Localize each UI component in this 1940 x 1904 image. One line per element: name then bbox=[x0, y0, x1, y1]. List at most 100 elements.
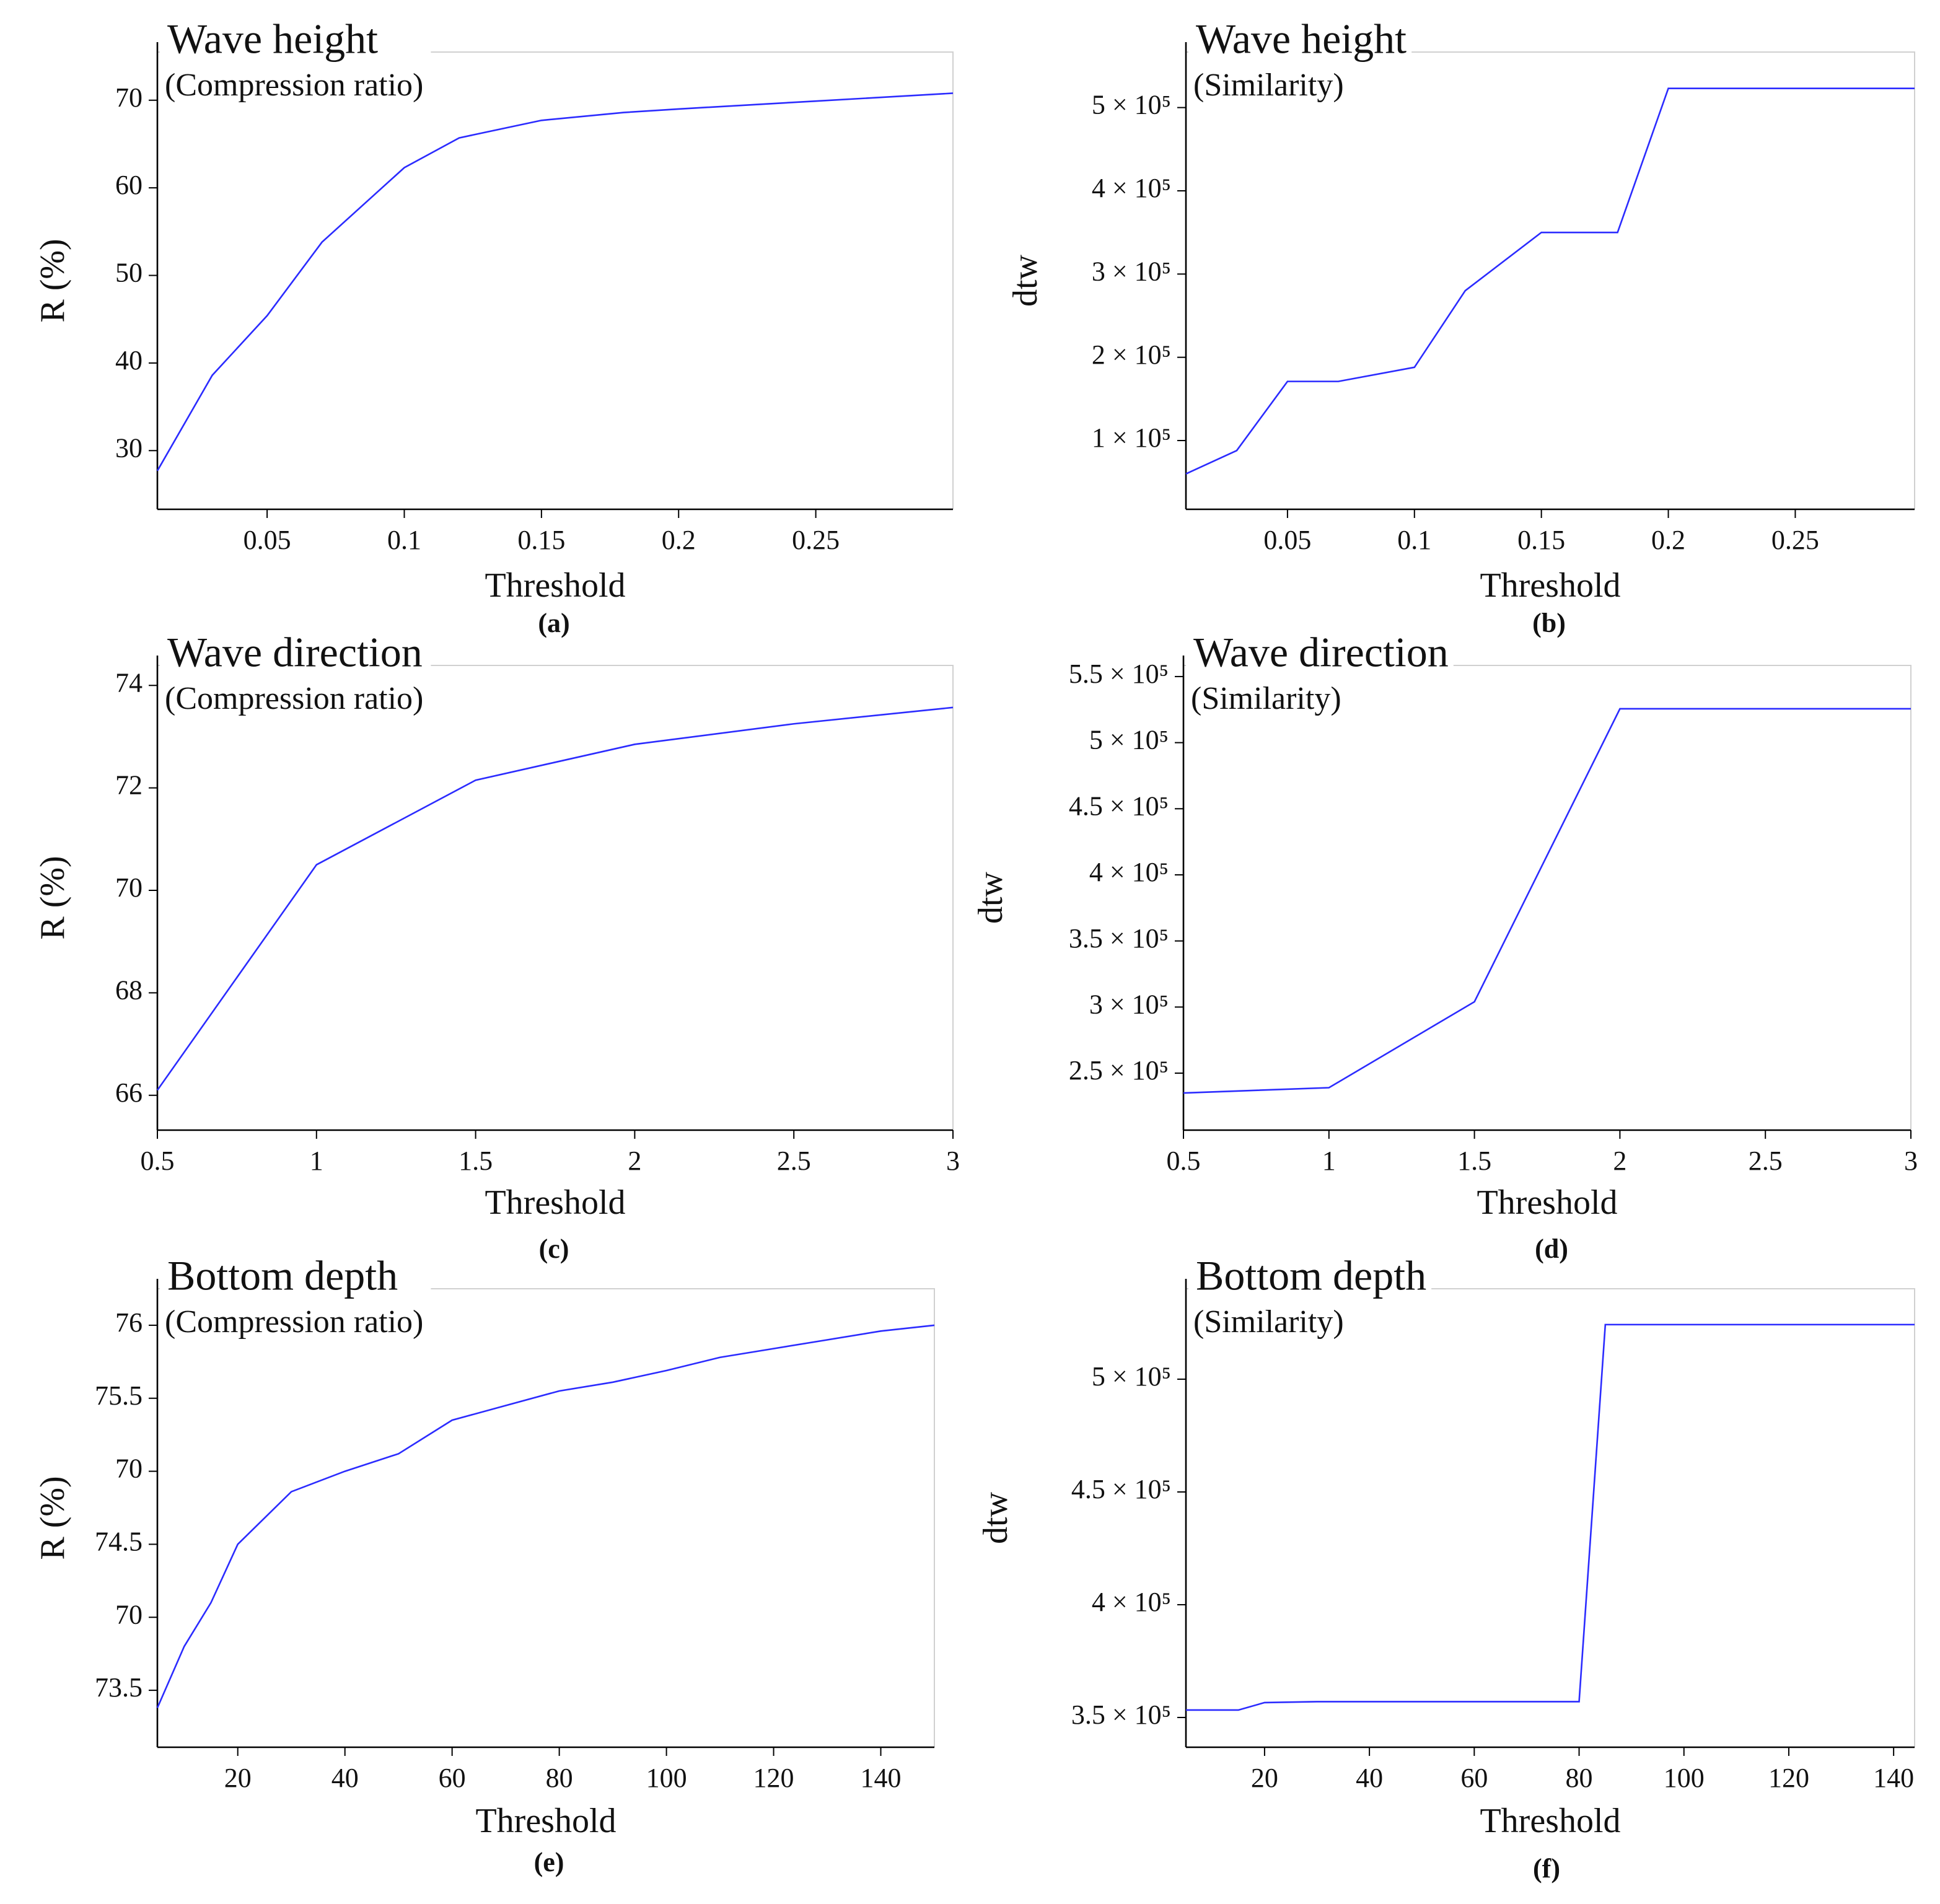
x-tick-label: 40 bbox=[331, 1763, 359, 1793]
y-tick-label: 4 × 10⁵ bbox=[1092, 1587, 1171, 1617]
x-tick-label: 0.15 bbox=[1517, 525, 1565, 555]
x-axis-label: Threshold bbox=[1477, 1183, 1617, 1222]
x-tick-label: 1 bbox=[1322, 1146, 1336, 1176]
x-tick-label: 2.5 bbox=[777, 1146, 811, 1176]
panel-caption: (d) bbox=[1535, 1234, 1568, 1264]
title-background bbox=[1188, 15, 1412, 105]
y-tick-label: 74 bbox=[115, 667, 143, 698]
y-tick-label: 76 bbox=[115, 1307, 143, 1338]
panel: 0.05 0.1 0.15 0.2 0.25 1 × 10⁵ 2 × 10⁵ 3 × 10⁵ 4… bbox=[1006, 15, 1915, 638]
panel-title: Wave height bbox=[167, 15, 378, 63]
data-line bbox=[1185, 87, 1915, 475]
panel-title: Wave direction bbox=[167, 629, 423, 676]
panel-caption: (b) bbox=[1532, 608, 1566, 638]
y-tick-label: 5.5 × 10⁵ bbox=[1069, 659, 1169, 689]
y-tick-label: 3 × 10⁵ bbox=[1092, 256, 1171, 286]
title-background bbox=[1186, 628, 1454, 719]
x-axis-label: Threshold bbox=[1480, 1802, 1620, 1840]
y-tick-label: 70 bbox=[115, 872, 143, 903]
panel-caption: (e) bbox=[534, 1847, 564, 1877]
y-tick-label: 30 bbox=[115, 432, 143, 463]
x-tick-label: 40 bbox=[1356, 1763, 1383, 1793]
y-axis-label: R (%) bbox=[33, 1476, 72, 1560]
x-tick-label: 100 bbox=[646, 1763, 687, 1793]
panel-title: Bottom depth bbox=[167, 1252, 398, 1299]
x-tick-label: 0.2 bbox=[1651, 525, 1685, 555]
x-tick-label: 3 bbox=[946, 1146, 960, 1176]
x-tick-label: 0.15 bbox=[517, 525, 565, 555]
y-tick-label: 3 × 10⁵ bbox=[1089, 989, 1169, 1019]
panel: 0.5 1 1.5 2 2.5 3 2.5 × 10⁵ 3 × 10⁵ 3.5 × 10⁵ 4 ×… bbox=[972, 628, 1918, 1264]
data-line bbox=[1183, 708, 1911, 1094]
x-tick-label: 0.1 bbox=[1397, 525, 1431, 555]
y-tick-label: 72 bbox=[115, 770, 143, 801]
y-tick-label: 68 bbox=[115, 975, 143, 1005]
y-axis-label: dtw bbox=[972, 871, 1010, 924]
x-axis-label: Threshold bbox=[1480, 566, 1620, 605]
y-tick-label: 40 bbox=[115, 345, 143, 375]
x-tick-label: 0.1 bbox=[387, 525, 421, 555]
title-background bbox=[160, 1252, 431, 1342]
data-line bbox=[156, 92, 954, 472]
x-tick-label: 60 bbox=[1460, 1763, 1488, 1793]
x-tick-label: 2 bbox=[1613, 1146, 1626, 1176]
y-axis-label: dtw bbox=[977, 1491, 1015, 1544]
y-axis-label: R (%) bbox=[33, 856, 72, 939]
panel-subtitle: (Compression ratio) bbox=[165, 681, 423, 716]
y-tick-label: 2 × 10⁵ bbox=[1092, 340, 1171, 370]
y-axis-label: dtw bbox=[1006, 254, 1045, 307]
y-tick-label: 66 bbox=[115, 1077, 143, 1108]
x-tick-label: 1.5 bbox=[1457, 1146, 1491, 1176]
y-tick-label: 50 bbox=[115, 258, 143, 288]
x-tick-label: 80 bbox=[546, 1763, 573, 1793]
x-tick-label: 1 bbox=[310, 1146, 323, 1176]
x-tick-label: 0.25 bbox=[1771, 525, 1819, 555]
x-tick-label: 0.05 bbox=[244, 525, 291, 555]
y-tick-label: 60 bbox=[115, 170, 143, 200]
panel-subtitle: (Similarity) bbox=[1191, 681, 1341, 716]
x-tick-label: 60 bbox=[439, 1763, 466, 1793]
data-line bbox=[156, 1324, 935, 1708]
plot-frame bbox=[1183, 665, 1911, 1130]
x-tick-label: 0.05 bbox=[1263, 525, 1311, 555]
panel: 0.5 1 1.5 2 2.5 3 66 68 70 72 74 Wave direction (Com… bbox=[33, 628, 960, 1264]
x-tick-label: 0.2 bbox=[662, 525, 696, 555]
y-tick-label: 4.5 × 10⁵ bbox=[1069, 791, 1169, 821]
y-tick-label: 3.5 × 10⁵ bbox=[1069, 923, 1169, 954]
x-tick-label: 1.5 bbox=[459, 1146, 493, 1176]
panel: 20 40 60 80 100 120 140 3.5 × 10⁵ 4 × 10⁵ 4.5 × 1… bbox=[977, 1252, 1915, 1884]
x-tick-label: 20 bbox=[224, 1763, 252, 1793]
panel: 0.05 0.1 0.15 0.2 0.25 30 40 50 60 70 Wave height (… bbox=[33, 15, 954, 638]
y-tick-label: 4 × 10⁵ bbox=[1089, 857, 1169, 887]
plot-frame bbox=[1186, 51, 1915, 509]
y-tick-label: 4 × 10⁵ bbox=[1092, 173, 1171, 203]
y-tick-label: 2.5 × 10⁵ bbox=[1069, 1055, 1169, 1086]
panel: 20 40 60 80 100 120 140 73.5 70 74.5 70 75.5 76 Botto… bbox=[33, 1252, 935, 1877]
plot-frame bbox=[157, 1288, 935, 1747]
x-tick-label: 0.5 bbox=[1167, 1146, 1201, 1176]
panel-subtitle: (Compression ratio) bbox=[165, 68, 423, 103]
panel-title: Wave direction bbox=[1193, 629, 1449, 676]
x-tick-label: 3 bbox=[1904, 1146, 1918, 1176]
x-tick-label: 0.25 bbox=[792, 525, 840, 555]
panel-subtitle: (Similarity) bbox=[1193, 1304, 1344, 1340]
x-tick-label: 80 bbox=[1566, 1763, 1593, 1793]
title-background bbox=[160, 15, 431, 105]
y-tick-label: 5 × 10⁵ bbox=[1089, 725, 1169, 755]
y-tick-label: 73.5 bbox=[95, 1672, 143, 1703]
x-axis-label: Threshold bbox=[485, 566, 625, 605]
x-axis-label: Threshold bbox=[485, 1183, 625, 1222]
y-tick-label: 1 × 10⁵ bbox=[1092, 423, 1171, 453]
data-line bbox=[156, 706, 954, 1091]
y-tick-label: 70 bbox=[115, 1599, 143, 1630]
y-tick-label: 5 × 10⁵ bbox=[1092, 90, 1171, 120]
x-tick-label: 100 bbox=[1664, 1763, 1705, 1793]
panel-subtitle: (Compression ratio) bbox=[165, 1304, 423, 1340]
plot-frame bbox=[1186, 1288, 1915, 1747]
x-tick-label: 140 bbox=[1873, 1763, 1914, 1793]
y-tick-label: 75.5 bbox=[95, 1380, 143, 1411]
panel-subtitle: (Similarity) bbox=[1193, 68, 1344, 103]
panel-caption: (a) bbox=[538, 608, 569, 638]
data-line bbox=[1186, 1323, 1915, 1711]
